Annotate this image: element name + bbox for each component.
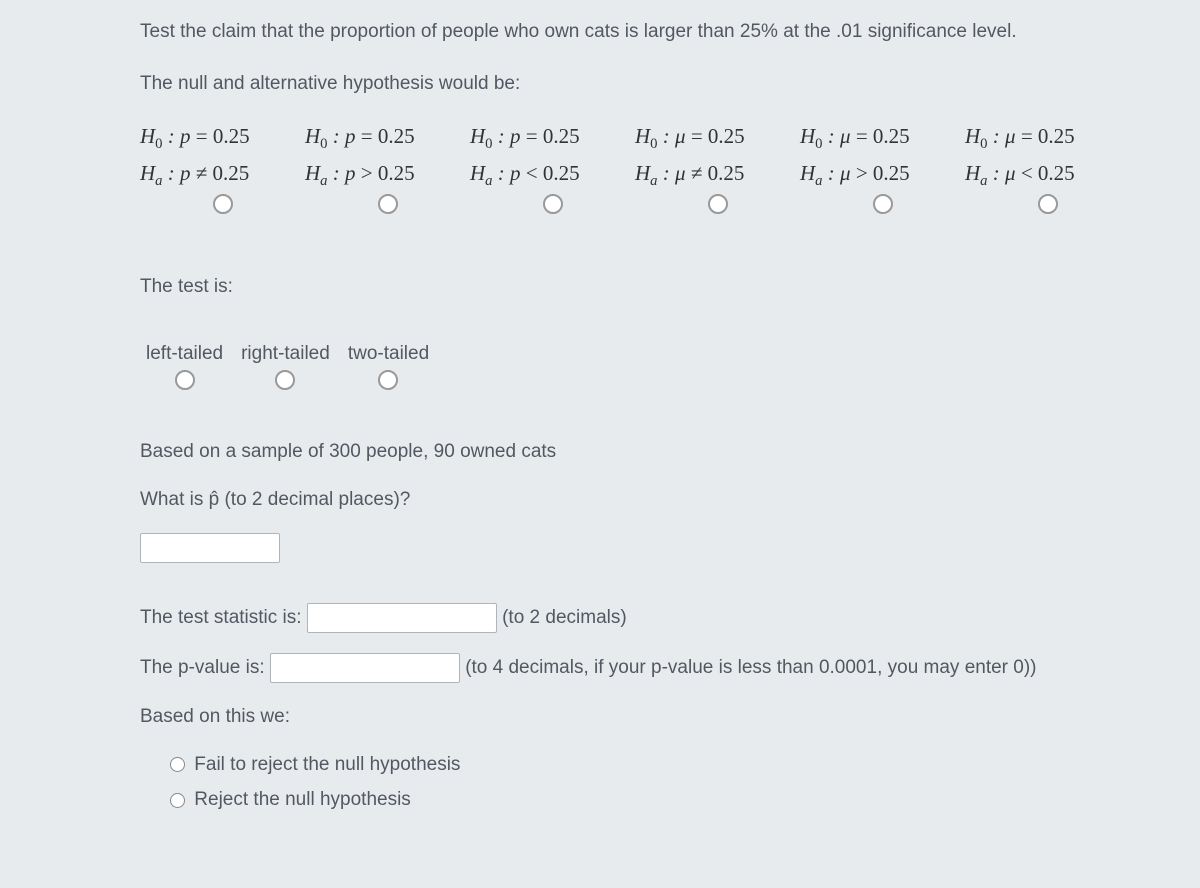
conclusion-option-0: Fail to reject the null hypothesis <box>194 754 460 775</box>
hyp-h0-1: H0 : p = 0.25 <box>305 121 470 156</box>
conclusion-option-1: Reject the null hypothesis <box>194 789 411 810</box>
hyp-ha-0: Ha : p ≠ 0.25 <box>140 158 305 193</box>
hyp-h0-3: H0 : μ = 0.25 <box>635 121 800 156</box>
hyp-radio-4[interactable] <box>873 194 893 214</box>
tail-radio-0[interactable] <box>175 370 195 390</box>
question-intro: Test the claim that the proportion of pe… <box>140 18 1160 46</box>
test-stat-hint: (to 2 decimals) <box>502 604 627 632</box>
phat-input[interactable] <box>140 533 280 563</box>
sample-line: Based on a sample of 300 people, 90 owne… <box>140 438 1160 466</box>
tail-radio-2[interactable] <box>378 370 398 390</box>
hyp-h0-0: H0 : p = 0.25 <box>140 121 305 156</box>
tail-radio-1[interactable] <box>275 370 295 390</box>
hyp-radio-0[interactable] <box>213 194 233 214</box>
tail-label-1: right-tailed <box>235 340 336 368</box>
hypothesis-choices: H0 : p = 0.25 H0 : p = 0.25 H0 : p = 0.2… <box>140 121 1160 223</box>
conclusion-radio-1[interactable] <box>170 793 185 808</box>
hyp-ha-4: Ha : μ > 0.25 <box>800 158 965 193</box>
hyp-ha-3: Ha : μ ≠ 0.25 <box>635 158 800 193</box>
hyp-ha-1: Ha : p > 0.25 <box>305 158 470 193</box>
conclusion-label: Based on this we: <box>140 703 1160 731</box>
hyp-h0-4: H0 : μ = 0.25 <box>800 121 965 156</box>
hyp-ha-5: Ha : μ < 0.25 <box>965 158 1130 193</box>
tail-label-0: left-tailed <box>140 340 229 368</box>
tail-choices: left-tailed right-tailed two-tailed <box>140 340 1160 398</box>
hypothesis-prompt: The null and alternative hypothesis woul… <box>140 70 1160 98</box>
phat-line: What is p̂ (to 2 decimal places)? <box>140 486 1160 514</box>
hyp-radio-5[interactable] <box>1038 194 1058 214</box>
conclusion-option-0-row: Fail to reject the null hypothesis <box>170 751 1160 779</box>
conclusion-option-1-row: Reject the null hypothesis <box>170 786 1160 814</box>
pvalue-hint: (to 4 decimals, if your p-value is less … <box>465 654 1036 682</box>
hyp-radio-1[interactable] <box>378 194 398 214</box>
pvalue-label: The p-value is: <box>140 654 265 682</box>
hyp-ha-2: Ha : p < 0.25 <box>470 158 635 193</box>
conclusion-radio-0[interactable] <box>170 757 185 772</box>
hyp-h0-2: H0 : p = 0.25 <box>470 121 635 156</box>
pvalue-input[interactable] <box>270 653 460 683</box>
test-stat-input[interactable] <box>307 603 497 633</box>
test-is-label: The test is: <box>140 273 1160 301</box>
hyp-radio-3[interactable] <box>708 194 728 214</box>
p-value-row: The p-value is: (to 4 decimals, if your … <box>140 653 1160 683</box>
tail-label-2: two-tailed <box>342 340 435 368</box>
test-statistic-row: The test statistic is: (to 2 decimals) <box>140 603 1160 633</box>
question-page: Test the claim that the proportion of pe… <box>0 0 1200 832</box>
test-stat-label: The test statistic is: <box>140 604 302 632</box>
hyp-radio-2[interactable] <box>543 194 563 214</box>
hyp-h0-5: H0 : μ = 0.25 <box>965 121 1130 156</box>
